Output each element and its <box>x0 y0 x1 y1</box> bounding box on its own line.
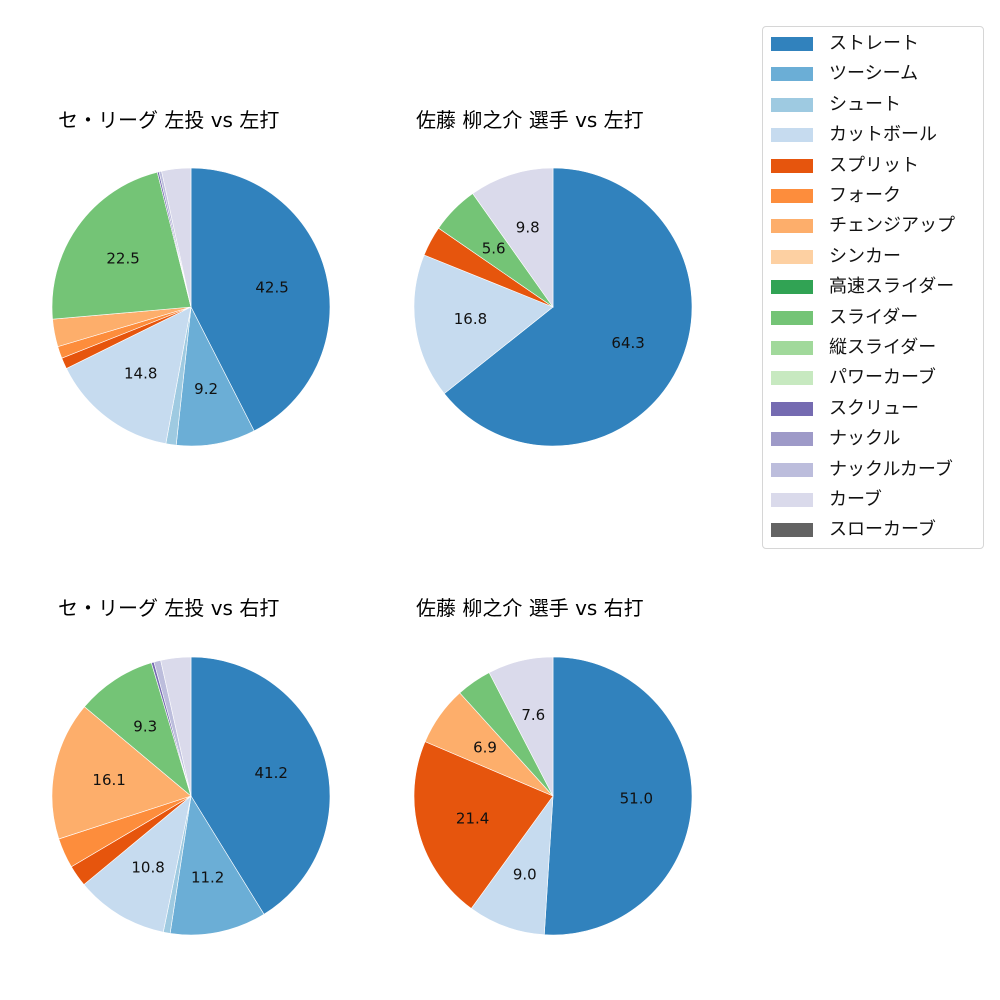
legend-label: スライダー <box>829 306 919 328</box>
legend-swatch <box>771 280 813 295</box>
legend-swatch <box>771 401 813 416</box>
legend-swatch <box>771 37 813 51</box>
legend-item: ナックル <box>763 427 983 451</box>
slice-percent-label: 9.3 <box>133 717 157 735</box>
slice-percent-label: 5.6 <box>482 239 506 257</box>
legend-label: シュート <box>829 93 901 115</box>
pie-slice <box>65 306 192 445</box>
legend-item: チェンジアップ <box>763 214 983 238</box>
legend-item: ツーシーム <box>763 62 983 86</box>
pie-slice <box>160 656 192 797</box>
slice-percent-label: 51.0 <box>620 790 653 808</box>
slice-percent-label: 16.1 <box>92 771 125 789</box>
legend-label: 縦スライダー <box>829 337 937 358</box>
pie-slice <box>413 741 554 909</box>
legend-label: 高速スライダー <box>829 276 955 298</box>
legend-item: シンカー <box>763 245 983 269</box>
legend-label: ナックルカーブ <box>829 458 953 480</box>
legend-swatch <box>771 219 813 234</box>
legend-swatch <box>771 523 813 538</box>
legend-swatch <box>771 310 813 325</box>
legend-label: チェンジアップ <box>829 215 955 237</box>
legend-label: ツーシーム <box>829 63 919 85</box>
legend-swatch <box>771 462 813 477</box>
pie-slice <box>51 706 192 840</box>
slice-percent-label: 22.5 <box>106 250 139 268</box>
slice-percent-label: 16.8 <box>454 310 487 328</box>
pie-slice <box>190 167 331 432</box>
legend-item: パワーカーブ <box>763 366 983 390</box>
legend-swatch <box>771 189 813 203</box>
legend-swatch <box>771 341 813 355</box>
slice-percent-label: 6.9 <box>473 739 497 757</box>
chart-title-league-vs-left: セ・リーグ 左投 vs 左打 <box>58 108 280 132</box>
slice-percent-label: 41.2 <box>255 764 288 782</box>
pie-slice <box>51 171 192 320</box>
slice-percent-label: 11.2 <box>191 869 224 887</box>
chart-title-league-vs-right: セ・リーグ 左投 vs 右打 <box>58 596 280 620</box>
legend-item: ナックルカーブ <box>763 458 983 482</box>
legend-item: スクリュー <box>763 397 983 421</box>
legend-item: 高速スライダー <box>763 275 983 299</box>
pie-slice <box>543 656 693 936</box>
pie-slice <box>470 794 554 936</box>
legend-item: シュート <box>763 93 983 117</box>
pie-slice <box>161 167 192 308</box>
legend-swatch <box>771 371 813 386</box>
legend-swatch <box>771 67 813 82</box>
legend-label: パワーカーブ <box>829 367 936 389</box>
chart-title-player-vs-left: 佐藤 柳之介 選手 vs 左打 <box>416 108 644 132</box>
legend-swatch <box>771 493 813 507</box>
legend-item: スライダー <box>763 306 983 330</box>
legend-item: 縦スライダー <box>763 336 983 360</box>
slice-percent-label: 42.5 <box>255 279 288 297</box>
slice-percent-label: 21.4 <box>456 809 489 827</box>
legend-swatch <box>771 432 813 447</box>
legend-label: スプリット <box>829 154 919 176</box>
pie-slice <box>84 662 192 797</box>
legend-swatch <box>771 128 813 143</box>
legend-item: スプリット <box>763 154 983 178</box>
pie-slice <box>443 167 693 447</box>
legend-item: フォーク <box>763 184 983 208</box>
legend-item: カットボール <box>763 123 983 147</box>
slice-percent-label: 14.8 <box>124 365 157 383</box>
legend: ストレートツーシームシュートカットボール スプリットフォークチェンジアップ シンカー… <box>762 26 984 549</box>
legend-item: ストレート <box>763 32 983 56</box>
legend-label: スクリュー <box>829 397 919 419</box>
slice-percent-label: 9.2 <box>194 380 218 398</box>
legend-label: フォーク <box>829 185 901 206</box>
slice-percent-label: 64.3 <box>611 334 644 352</box>
slice-percent-label: 10.8 <box>131 859 164 877</box>
legend-swatch <box>771 249 813 264</box>
pie-slice <box>175 305 255 447</box>
legend-swatch <box>771 158 813 173</box>
legend-item: カーブ <box>763 488 983 512</box>
legend-label: カットボール <box>829 124 937 146</box>
chart-title-player-vs-right: 佐藤 柳之介 選手 vs 右打 <box>416 596 644 620</box>
slice-percent-label: 9.0 <box>513 865 537 883</box>
pie-slice <box>413 254 554 394</box>
slice-percent-label: 7.6 <box>521 706 545 724</box>
legend-item: スローカーブ <box>763 518 983 542</box>
pie-slice <box>488 656 554 797</box>
legend-label: シンカー <box>829 245 901 267</box>
pie-slice <box>472 167 554 308</box>
pie-slice <box>190 656 331 915</box>
legend-swatch <box>771 97 813 112</box>
legend-label: カーブ <box>829 489 882 510</box>
pie-slice <box>83 795 192 933</box>
legend-label: スローカーブ <box>829 519 936 541</box>
slice-percent-label: 9.8 <box>516 219 540 237</box>
legend-label: ナックル <box>829 428 901 450</box>
pie-slice <box>169 795 265 936</box>
legend-label: ストレート <box>829 33 919 54</box>
